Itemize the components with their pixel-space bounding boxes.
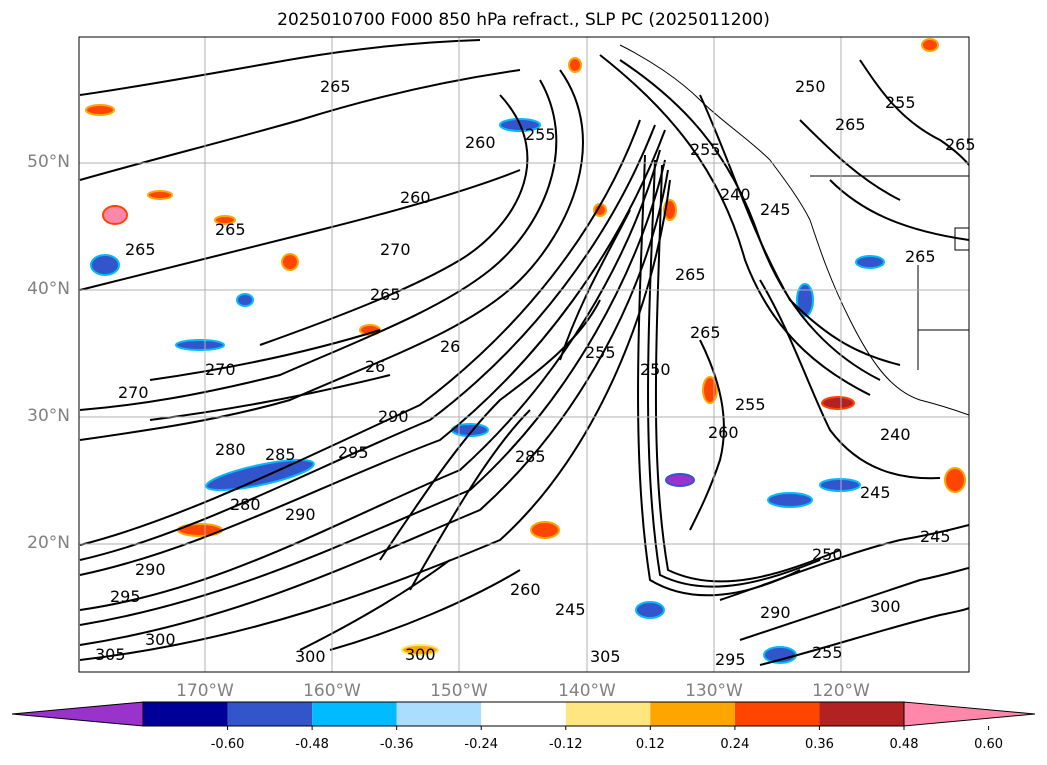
contour-label: 265 bbox=[125, 240, 156, 259]
colorbar-tick-label: 0.60 bbox=[974, 737, 1004, 752]
contour-label: 260 bbox=[510, 580, 541, 599]
contour-label: 250 bbox=[795, 77, 826, 96]
coastlines bbox=[619, 44, 969, 416]
lat-label-30n: 30°N bbox=[27, 406, 70, 426]
contour-label: 260 bbox=[708, 423, 739, 442]
contour-label: 26 bbox=[365, 357, 385, 376]
contour-label: 295 bbox=[110, 587, 141, 606]
lat-label-20n: 20°N bbox=[27, 533, 70, 553]
colorbar-bin bbox=[819, 702, 904, 726]
colorbar-extend-max bbox=[903, 701, 1036, 727]
contour-label: 270 bbox=[205, 360, 236, 379]
contour-label: 260 bbox=[400, 188, 431, 207]
contour-label: 260 bbox=[465, 133, 496, 152]
contour-label: 270 bbox=[118, 383, 149, 402]
colorbar-outline bbox=[142, 701, 905, 727]
colorbar-bin bbox=[565, 702, 651, 726]
colorbar-tick-label: -0.36 bbox=[379, 737, 414, 752]
contour-label: 290 bbox=[760, 603, 791, 622]
contour-label: 245 bbox=[760, 200, 791, 219]
graticule bbox=[79, 37, 969, 672]
colorbar-bin bbox=[312, 702, 397, 726]
contour-label: 295 bbox=[715, 650, 746, 669]
map-title: 2025010700 F000 850 hPa refract., SLP PC… bbox=[277, 10, 770, 30]
colorbar-bin bbox=[396, 702, 482, 726]
contour-label: 295 bbox=[338, 443, 369, 462]
contour-label: 300 bbox=[145, 630, 176, 649]
colorbar-tick-label: 0.36 bbox=[804, 737, 834, 752]
colorbar-tick-label: 0.48 bbox=[889, 737, 919, 752]
contour-label: 245 bbox=[920, 527, 951, 546]
contour-label: 250 bbox=[812, 545, 843, 564]
contour-label: 300 bbox=[295, 647, 326, 666]
contour-label: 290 bbox=[135, 560, 166, 579]
colorbar-bin bbox=[734, 702, 820, 726]
contour-label: 255 bbox=[585, 343, 616, 362]
contour-label: 265 bbox=[905, 247, 936, 266]
contour-label: 255 bbox=[812, 643, 843, 662]
contour-label: 255 bbox=[885, 93, 916, 112]
contour-label: 265 bbox=[675, 265, 706, 284]
colorbar-tick-label: -0.12 bbox=[548, 737, 583, 752]
contour-label: 280 bbox=[230, 495, 261, 514]
lon-label-140w: 140°W bbox=[558, 681, 616, 701]
colorbar-tick-label: -0.60 bbox=[210, 737, 245, 752]
lon-label-130w: 130°W bbox=[685, 681, 743, 701]
colorbar-tick-label: -0.24 bbox=[464, 737, 499, 752]
colorbar-tick-label: -0.48 bbox=[295, 737, 329, 752]
contour-label: 255 bbox=[690, 140, 721, 159]
colorbar-extend-min bbox=[11, 701, 144, 727]
slp-contours bbox=[79, 39, 969, 666]
contour-label: 290 bbox=[285, 505, 316, 524]
colorbar-bin bbox=[481, 702, 566, 726]
contour-label: 290 bbox=[378, 407, 409, 426]
lat-label-40n: 40°N bbox=[27, 279, 70, 299]
lon-label-120w: 120°W bbox=[812, 681, 870, 701]
contour-label: 265 bbox=[370, 285, 401, 304]
contour-label: 285 bbox=[515, 447, 546, 466]
contour-label: 245 bbox=[860, 483, 891, 502]
colorbar-bin bbox=[227, 702, 313, 726]
contour-label: 300 bbox=[870, 597, 901, 616]
contour-label: 255 bbox=[735, 395, 766, 414]
lon-label-150w: 150°W bbox=[430, 681, 488, 701]
contour-labels: 265 255 250 255 265 260 260 255 265 240 245 265 265 2… bbox=[95, 77, 976, 669]
contour-label: 255 bbox=[525, 125, 556, 144]
contour-label: 285 bbox=[265, 445, 296, 464]
contour-label: 265 bbox=[690, 323, 721, 342]
contour-label: 305 bbox=[590, 647, 621, 666]
map-background bbox=[79, 37, 969, 672]
contour-label: 265 bbox=[945, 135, 976, 154]
lon-label-170w: 170°W bbox=[176, 681, 234, 701]
contour-label: 240 bbox=[720, 185, 751, 204]
contour-label: 26 bbox=[440, 337, 460, 356]
contour-label: 280 bbox=[215, 440, 246, 459]
contour-label: 250 bbox=[640, 360, 671, 379]
contour-label: 300 bbox=[405, 645, 436, 664]
lat-label-50n: 50°N bbox=[27, 152, 70, 172]
contour-label: 305 bbox=[95, 645, 126, 664]
contour-label: 265 bbox=[320, 77, 351, 96]
colorbar-bin bbox=[143, 702, 228, 726]
colorbar-tick-label: 0.12 bbox=[635, 737, 665, 752]
plot-frame bbox=[78, 36, 970, 673]
colorbar-tick-label: 0.24 bbox=[720, 737, 750, 752]
contour-label: 265 bbox=[215, 220, 246, 239]
lon-label-160w: 160°W bbox=[303, 681, 361, 701]
contour-label: 270 bbox=[380, 240, 411, 259]
colorbar bbox=[11, 701, 1036, 730]
colorbar-bin bbox=[650, 702, 735, 726]
contour-label: 265 bbox=[835, 115, 866, 134]
contour-label: 245 bbox=[555, 600, 586, 619]
contour-label: 240 bbox=[880, 425, 911, 444]
